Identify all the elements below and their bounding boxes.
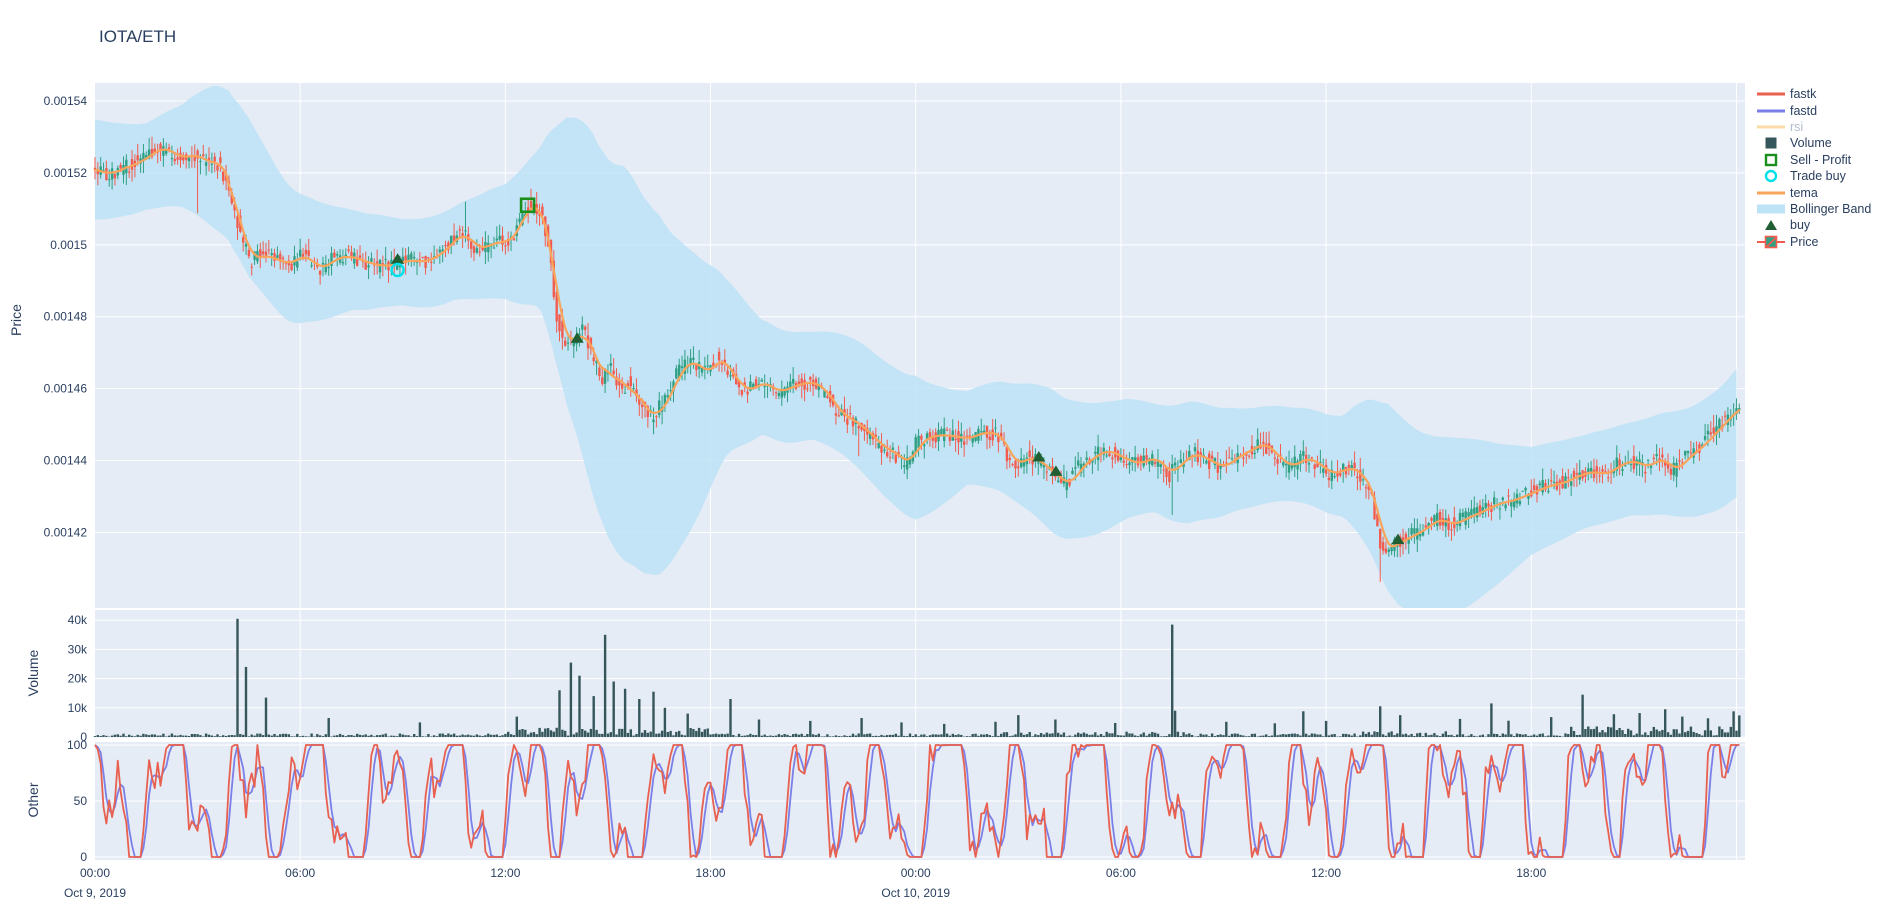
buy-marker [1391, 533, 1405, 545]
svg-text:12:00: 12:00 [490, 866, 520, 880]
legend-item-price[interactable]: Price [1755, 234, 1871, 250]
volume-bars [93, 618, 1741, 737]
legend-label: fastd [1790, 103, 1818, 118]
svg-text:0.00142: 0.00142 [44, 525, 88, 539]
legend-label: Bollinger Band [1790, 201, 1872, 216]
svg-text:00:00: 00:00 [80, 866, 110, 880]
fastk-legend-glyph [1757, 92, 1785, 96]
legend-label: Trade buy [1790, 169, 1846, 184]
legend-item-trade-buy[interactable]: Trade buy [1755, 168, 1871, 184]
buy-legend-glyph [1765, 220, 1777, 231]
trade-buy-marker [390, 262, 405, 278]
bollinger-band-legend-glyph [1757, 204, 1785, 214]
legend-item-fastk[interactable]: fastk [1755, 86, 1871, 102]
legend: fastk fastd rsi Volume Sell - Profit Trade bu… [1755, 86, 1871, 250]
buy-marker [1032, 450, 1046, 462]
tema-line [93, 148, 1741, 548]
svg-text:06:00: 06:00 [285, 866, 315, 880]
y-tick-labels: 0.00154 0.00152 0.0015 0.00148 0.00146 0.0014… [44, 94, 88, 864]
legend-label: buy [1790, 218, 1811, 233]
legend-item-fastd[interactable]: fastd [1755, 102, 1871, 118]
svg-text:18:00: 18:00 [1516, 866, 1546, 880]
svg-text:0: 0 [80, 850, 87, 864]
volume-panel[interactable] [95, 610, 1745, 738]
svg-text:06:00: 06:00 [1106, 866, 1136, 880]
tema-legend-glyph [1757, 191, 1785, 195]
rsi-legend-glyph [1757, 125, 1785, 129]
volume-legend-glyph [1765, 137, 1777, 149]
svg-text:12:00: 12:00 [1311, 866, 1341, 880]
legend-label: Volume [1790, 136, 1832, 151]
svg-text:40k: 40k [68, 613, 88, 627]
bollinger-band-area [95, 85, 1737, 608]
svg-text:0.00152: 0.00152 [44, 166, 88, 180]
svg-text:50: 50 [74, 794, 88, 808]
fastd-legend-glyph [1757, 109, 1785, 113]
chart-title: IOTA/ETH [99, 27, 177, 46]
other-axis-title: Other [25, 782, 41, 818]
buy-marker [1049, 465, 1063, 476]
svg-text:0.00154: 0.00154 [44, 94, 88, 108]
legend-label: rsi [1790, 119, 1804, 134]
svg-text:30k: 30k [68, 642, 88, 656]
sell-profit-legend-glyph [1764, 153, 1778, 166]
buy-marker [391, 253, 405, 264]
legend-item-rsi[interactable]: rsi [1755, 119, 1871, 135]
svg-text:00:00: 00:00 [901, 866, 931, 880]
legend-label: Price [1790, 234, 1819, 249]
svg-text:10k: 10k [68, 701, 88, 715]
svg-text:0.00146: 0.00146 [44, 382, 88, 396]
svg-text:18:00: 18:00 [696, 866, 726, 880]
svg-text:0.00148: 0.00148 [44, 310, 88, 324]
legend-item-bollinger-band[interactable]: Bollinger Band [1755, 201, 1871, 217]
svg-text:Oct 9, 2019: Oct 9, 2019 [64, 886, 126, 900]
price-axis-title: Price [8, 304, 24, 336]
sell-profit-marker [519, 197, 536, 214]
svg-text:0: 0 [80, 730, 87, 744]
fastk-line [94, 744, 1740, 858]
svg-text:0.0015: 0.0015 [50, 238, 87, 252]
legend-item-tema[interactable]: tema [1755, 184, 1871, 200]
legend-label: fastk [1790, 87, 1817, 102]
svg-text:Oct 10, 2019: Oct 10, 2019 [881, 886, 950, 900]
legend-item-sell-profit[interactable]: Sell - Profit [1755, 152, 1871, 168]
price-legend-glyph [1757, 235, 1785, 249]
svg-text:100: 100 [67, 738, 87, 752]
volume-axis-title: Volume [25, 649, 41, 697]
x-tick-labels: 00:00 Oct 9, 2019 06:00 12:00 18:00 00:00 Oct … [64, 866, 1547, 900]
legend-item-volume[interactable]: Volume [1755, 135, 1871, 151]
legend-label: tema [1790, 185, 1818, 200]
buy-marker [570, 332, 584, 343]
legend-item-buy[interactable]: buy [1755, 217, 1871, 233]
trade-buy-legend-glyph [1764, 169, 1778, 183]
svg-text:0.00144: 0.00144 [44, 454, 88, 468]
svg-text:20k: 20k [68, 672, 88, 686]
legend-label: Sell - Profit [1790, 152, 1852, 167]
